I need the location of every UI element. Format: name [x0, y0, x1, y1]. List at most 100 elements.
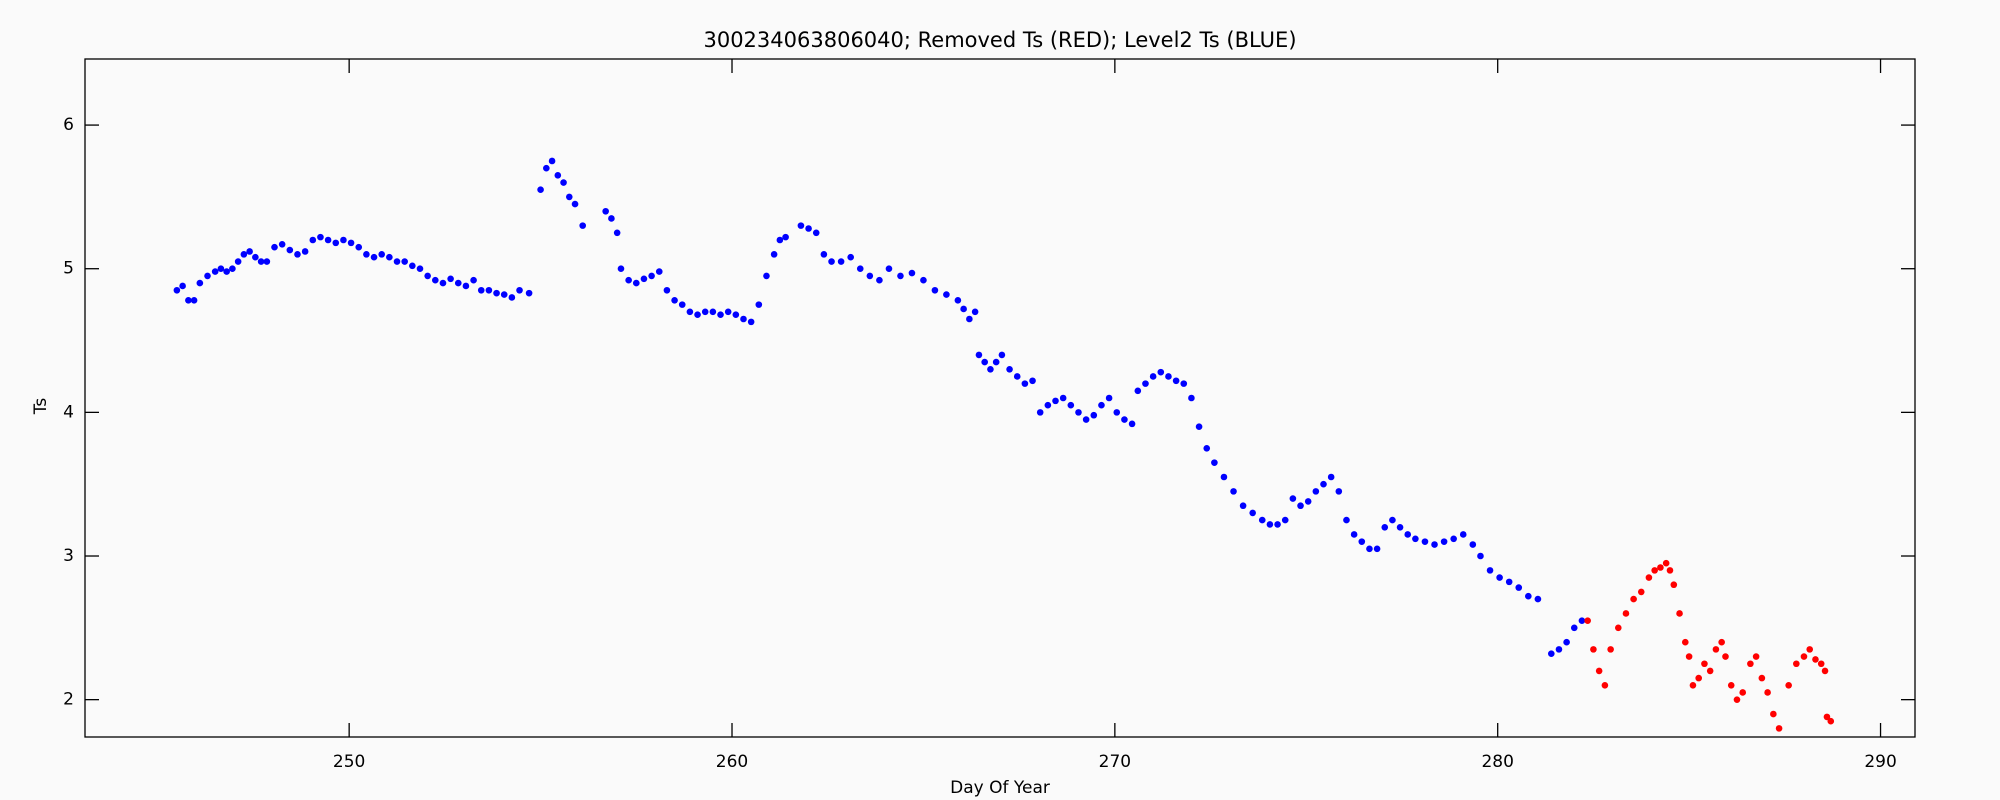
point — [1657, 564, 1664, 571]
point — [386, 253, 393, 261]
point — [324, 236, 332, 244]
point — [1335, 488, 1343, 495]
point — [278, 241, 286, 248]
point — [717, 311, 724, 318]
point — [1752, 653, 1760, 660]
point — [820, 251, 828, 258]
point — [797, 222, 805, 229]
point — [477, 286, 485, 294]
point — [401, 258, 408, 265]
point — [1281, 516, 1289, 524]
point — [1515, 584, 1523, 591]
point — [763, 272, 770, 280]
point — [462, 282, 470, 290]
point — [1584, 617, 1591, 624]
point — [1637, 588, 1645, 596]
point — [1469, 541, 1477, 548]
point — [1421, 538, 1429, 545]
axes — [85, 59, 1915, 737]
point — [1685, 653, 1693, 660]
point — [640, 275, 648, 283]
point — [770, 251, 778, 258]
point — [1404, 531, 1412, 538]
point — [1666, 567, 1674, 574]
point — [1098, 401, 1105, 409]
chart-title: 300234063806040; Removed Ts (RED); Level… — [703, 28, 1296, 52]
point — [370, 253, 378, 261]
point — [1366, 545, 1373, 553]
point — [987, 365, 994, 373]
point — [1289, 495, 1297, 502]
point — [439, 279, 447, 287]
point — [1052, 397, 1059, 405]
point — [332, 239, 340, 247]
point — [447, 275, 454, 283]
point — [211, 268, 219, 275]
point — [579, 222, 586, 229]
point — [1389, 516, 1396, 524]
point — [1075, 409, 1082, 416]
point — [1036, 409, 1044, 416]
point — [1304, 498, 1312, 505]
point — [565, 193, 573, 201]
point — [632, 279, 640, 287]
point — [246, 248, 253, 255]
point — [1343, 516, 1350, 524]
point — [1220, 473, 1228, 481]
point — [1165, 373, 1172, 380]
point — [252, 253, 259, 261]
point — [1450, 535, 1457, 543]
point — [1706, 667, 1714, 675]
point — [671, 297, 678, 304]
point — [782, 233, 789, 241]
point — [1670, 581, 1678, 589]
point — [271, 243, 278, 251]
point — [1733, 696, 1741, 703]
point — [1712, 646, 1720, 653]
point — [229, 265, 236, 273]
point — [1013, 373, 1021, 380]
point — [960, 305, 967, 313]
point — [543, 164, 550, 172]
point — [747, 318, 755, 326]
point — [740, 315, 747, 323]
point — [1645, 574, 1653, 581]
point — [1496, 574, 1503, 581]
y-tick-label: 4 — [63, 402, 74, 422]
point — [1578, 617, 1586, 624]
point — [617, 265, 625, 273]
point — [294, 251, 301, 258]
point — [1021, 380, 1029, 387]
point — [1681, 638, 1689, 646]
point — [286, 246, 294, 254]
point — [1601, 681, 1609, 689]
point — [571, 200, 579, 208]
point — [309, 236, 317, 244]
x-axis-label: Day Of Year — [950, 778, 1050, 798]
point — [317, 233, 324, 241]
point — [856, 265, 864, 273]
point — [678, 301, 686, 308]
point — [1770, 710, 1777, 718]
point — [1701, 660, 1708, 668]
point — [1525, 592, 1532, 600]
point — [1563, 638, 1570, 646]
point — [301, 248, 309, 255]
point — [1128, 420, 1136, 428]
point — [1622, 610, 1630, 617]
y-axis-label: Ts — [31, 398, 51, 416]
point — [1350, 531, 1358, 538]
point — [1203, 444, 1211, 452]
point — [897, 272, 904, 280]
point — [378, 251, 386, 258]
point — [1358, 538, 1366, 545]
point — [1149, 373, 1157, 380]
point — [885, 265, 893, 273]
point — [1718, 638, 1725, 646]
point — [755, 301, 763, 308]
point — [1327, 473, 1335, 481]
point — [493, 289, 500, 297]
point — [1547, 650, 1555, 657]
